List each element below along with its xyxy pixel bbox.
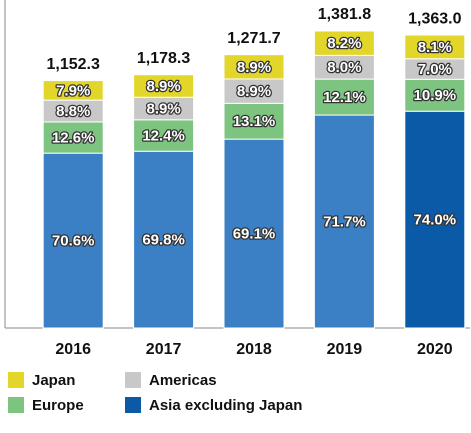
segment-label: 69.1% [233,226,276,243]
x-tick-label: 2016 [55,341,91,358]
bar-segment [133,150,195,329]
segment-label: 8.8% [56,103,90,120]
segment-label: 74.0% [414,212,457,229]
segment-label: 8.9% [146,101,180,118]
legend-label: Americas [149,372,217,389]
segment-label: 8.9% [146,78,180,95]
total-label: 1,152.3 [47,56,100,73]
bar-segment [404,34,466,60]
total-label: 1,178.3 [137,50,190,67]
bar-segment [223,138,285,329]
segment-label: 70.6% [52,233,95,250]
x-tick-label: 2020 [417,341,453,358]
segment-label: 7.9% [56,82,90,99]
segment-label: 12.1% [323,89,366,106]
bar-segment [223,54,285,80]
segment-label: 8.9% [237,59,271,76]
segment-label: 7.0% [418,61,452,78]
bar-segment [313,114,375,329]
total-label: 1,363.0 [408,10,461,27]
bar-segment [313,78,375,116]
bar-segment [133,74,195,98]
legend-swatch [8,397,24,413]
segment-label: 13.1% [233,113,276,130]
legend-label: Japan [32,372,75,389]
legend-label: Asia excluding Japan [149,397,302,414]
x-tick-label: 2017 [146,341,182,358]
bar-segment [223,102,285,140]
segment-label: 71.7% [323,213,366,230]
segment-label: 8.1% [418,39,452,56]
bar-segment [313,30,375,56]
bar-segment [42,80,104,101]
segment-label: 12.6% [52,130,95,147]
legend-label: Europe [32,397,84,414]
segment-label: 8.0% [327,59,361,76]
legend-swatch [125,397,141,413]
total-label: 1,271.7 [227,30,280,47]
legend-swatch [125,372,141,388]
bar-segment [404,110,466,329]
segment-label: 10.9% [414,87,457,104]
segment-label: 69.8% [142,232,185,249]
x-tick-label: 2019 [327,341,363,358]
bar-segment [42,152,104,329]
x-tick-label: 2018 [236,341,272,358]
total-label: 1,381.8 [318,6,371,23]
segment-label: 12.4% [142,127,185,144]
bar-segment [404,78,466,112]
segment-label: 8.9% [237,83,271,100]
legend-swatch [8,372,24,388]
bar-segment [223,78,285,104]
segment-label: 8.2% [327,35,361,52]
